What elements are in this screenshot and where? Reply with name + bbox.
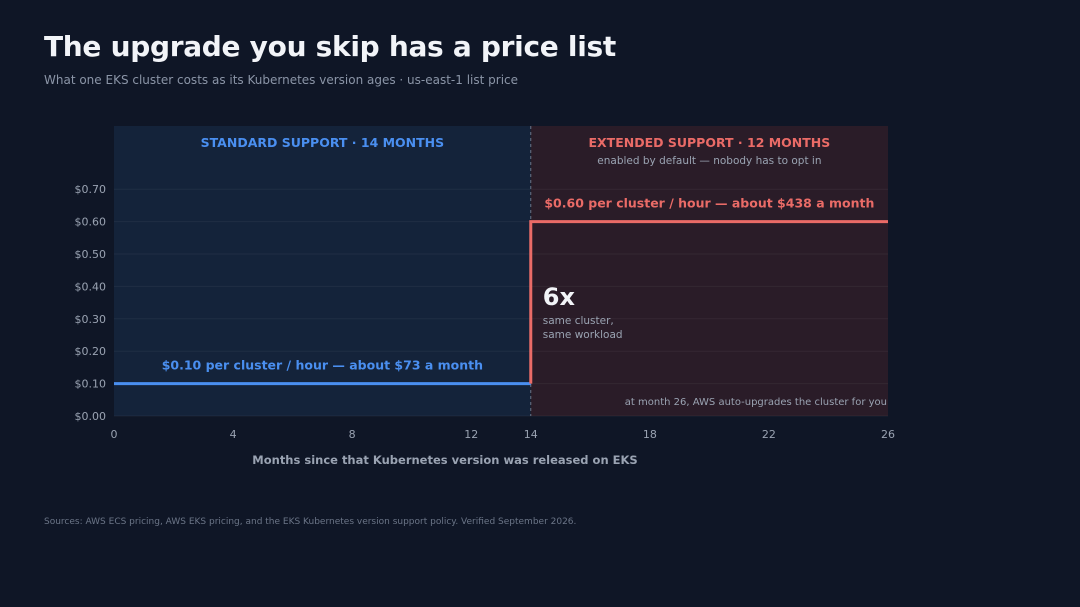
y-tick-label: $0.00 [75,410,107,423]
x-tick-label: 12 [464,428,478,441]
page-subtitle: What one EKS cluster costs as its Kubern… [44,73,519,87]
x-tick-label: 8 [349,428,356,441]
x-tick-label: 26 [881,428,895,441]
y-tick-label: $0.60 [75,216,107,229]
page-title: The upgrade you skip has a price list [44,30,616,63]
sources-note: Sources: AWS ECS pricing, AWS EKS pricin… [44,517,577,527]
y-tick-label: $0.30 [75,313,107,326]
y-tick-label: $0.70 [75,183,107,196]
series-extended-label: $0.60 per cluster / hour — about $438 a … [544,196,874,211]
region-extended-label: EXTENDED SUPPORT · 12 MONTHS [589,135,831,150]
series-extended-line [529,220,888,384]
y-tick-label: $0.10 [75,378,107,391]
x-axis-label: Months since that Kubernetes version was… [252,453,637,467]
y-tick-label: $0.40 [75,280,107,293]
multiplier-note: same workload [543,329,623,341]
end-of-support-note: at month 26, AWS auto-upgrades the clust… [625,397,887,408]
series-standard-label: $0.10 per cluster / hour — about $73 a m… [162,358,483,373]
y-tick-label: $0.20 [75,345,107,358]
x-tick-label: 14 [524,428,538,441]
region-standard-band [114,126,531,416]
region-extended-band [530,126,888,416]
region-extended-sublabel: enabled by default — nobody has to opt i… [597,155,821,167]
multiplier-annotation: 6x [543,283,576,311]
x-tick-label: 0 [111,428,118,441]
multiplier-note: same cluster, [543,315,614,327]
region-standard-label: STANDARD SUPPORT · 14 MONTHS [201,135,445,150]
y-tick-label: $0.50 [75,248,107,261]
x-tick-label: 4 [230,428,237,441]
x-tick-label: 18 [643,428,657,441]
x-tick-label: 22 [762,428,776,441]
